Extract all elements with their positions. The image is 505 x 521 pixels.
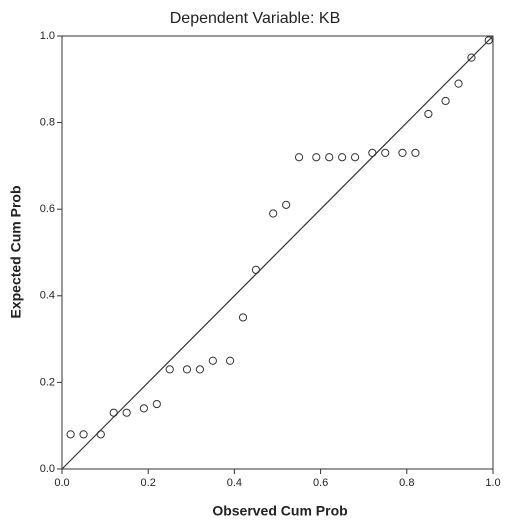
x-tick-label: 0.6 [313, 477, 328, 489]
x-tick-label: 1.0 [485, 477, 500, 489]
y-axis-label: Expected Cum Prob [8, 185, 24, 318]
x-tick-label: 0.2 [141, 477, 156, 489]
x-axis-label: Observed Cum Prob [212, 503, 347, 519]
y-tick-label: 0.6 [40, 203, 55, 215]
x-tick-label: 0.0 [54, 477, 69, 489]
y-tick-label: 0.8 [40, 117, 55, 129]
chart: Dependent Variable: KB Observed Cum Prob… [0, 0, 505, 521]
y-tick-label: 0.0 [40, 463, 55, 475]
x-tick-label: 0.8 [399, 477, 414, 489]
chart-title: Dependent Variable: KB [170, 10, 340, 27]
page: Dependent Variable: KB Observed Cum Prob… [0, 0, 505, 521]
y-tick-label: 1.0 [40, 30, 55, 42]
y-tick-label: 0.2 [40, 376, 55, 388]
y-tick-label: 0.4 [40, 290, 55, 302]
x-tick-label: 0.4 [227, 477, 242, 489]
background [0, 0, 505, 521]
